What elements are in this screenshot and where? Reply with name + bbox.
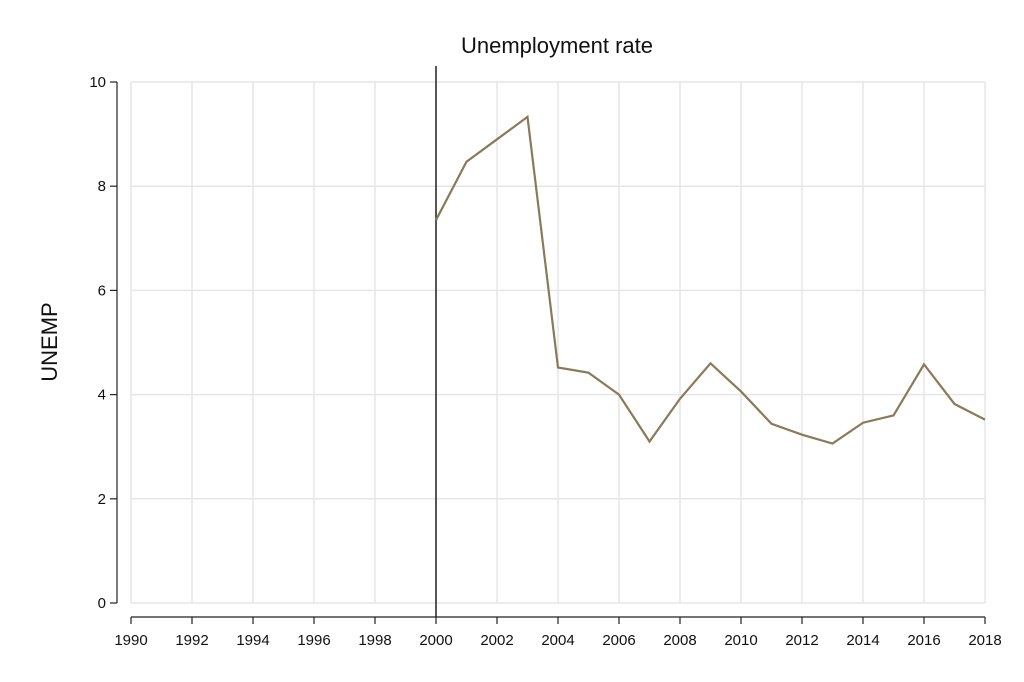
x-tick-label: 2018 (968, 632, 1001, 649)
x-tick-label: 2008 (663, 632, 696, 649)
y-tick-label: 4 (98, 387, 106, 404)
x-tick-label: 2012 (785, 632, 818, 649)
y-tick-label: 8 (98, 178, 106, 195)
x-tick-label: 1992 (175, 632, 208, 649)
x-tick-label: 1990 (114, 632, 147, 649)
x-tick-label: 1994 (236, 632, 269, 649)
grid (130, 81, 986, 604)
series-layer (435, 114, 986, 445)
y-tick-label: 0 (98, 595, 106, 612)
y-tick-label: 2 (98, 491, 106, 508)
x-tick-label: 2000 (419, 632, 452, 649)
x-tick-label: 2006 (602, 632, 635, 649)
x-tick-label: 2002 (480, 632, 513, 649)
y-axis-label: UNEMP (37, 302, 62, 381)
series-line-unemp (435, 114, 986, 445)
y-tick-label: 6 (98, 282, 106, 299)
x-tick-label: 2014 (846, 632, 879, 649)
x-tick-label: 2016 (907, 632, 940, 649)
x-tick-label: 1996 (297, 632, 330, 649)
x-tick-label: 2010 (724, 632, 757, 649)
x-tick-label: 1998 (358, 632, 391, 649)
axes (110, 81, 986, 624)
chart-title: Unemployment rate (461, 33, 653, 58)
x-tick-label: 2004 (541, 632, 574, 649)
text-layer: Unemployment rate UNEMP 0 2 4 6 8 10 1990 1992 1… (37, 33, 1002, 649)
y-tick-label: 10 (89, 74, 106, 91)
